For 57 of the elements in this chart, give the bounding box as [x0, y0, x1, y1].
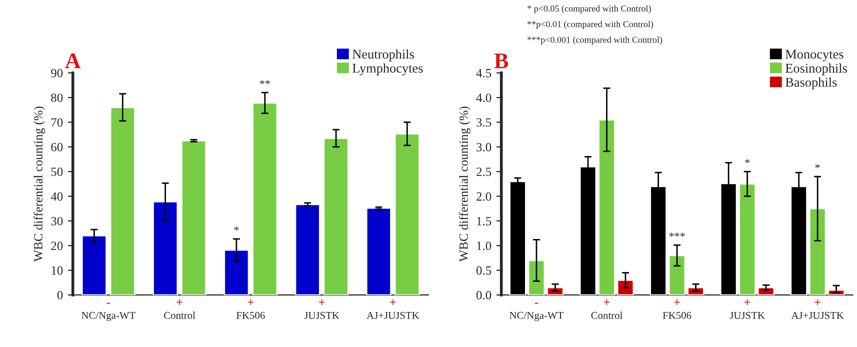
text: ***p<0.001 (compared with Control)	[527, 36, 662, 45]
legend-label: Monocytes	[786, 50, 844, 62]
y-tick-label: 3.5	[476, 118, 492, 127]
bar	[252, 102, 278, 295]
bar	[180, 140, 207, 295]
annotation: *	[745, 159, 750, 164]
x-tick-label: - NC/Nga-WT	[510, 302, 564, 322]
y-axis-title: WBC differential counting (%)	[458, 106, 470, 262]
bar	[366, 207, 392, 295]
bar	[224, 249, 250, 295]
bar	[152, 200, 178, 295]
y-tick-label: 4.0	[476, 94, 492, 102]
y-tick-label: 3.0	[476, 142, 492, 152]
bar	[394, 133, 420, 295]
y-tick-label: 4.5	[476, 68, 492, 78]
x-tick-label: + JUJSTK	[304, 299, 340, 319]
y-tick-label: 50	[51, 168, 63, 176]
y-tick-label: 90	[51, 68, 63, 78]
x-tick-label: + FK506	[662, 299, 692, 319]
x-tick-label: + AJ+JUJSTK	[366, 299, 420, 319]
y-tick-label: 1.5	[477, 217, 492, 226]
y-tick-label: 0.5	[476, 266, 492, 275]
legend-label: Neutrophils	[352, 49, 414, 62]
legend-label: Basophils	[786, 77, 837, 90]
legend-label: Eosinophils	[786, 63, 847, 76]
chart-title: A	[65, 53, 81, 68]
bar	[323, 138, 349, 295]
annotation: ***	[669, 232, 685, 237]
y-tick-label: 0	[57, 290, 63, 300]
y-tick-label: 2.5	[476, 168, 492, 176]
x-tick-label: - NC/Nga-WT	[82, 302, 136, 322]
x-tick-label: + Control	[164, 299, 196, 319]
y-tick-label: 0.0	[476, 290, 492, 300]
x-tick-label: + JUJSTK	[730, 299, 765, 319]
y-tick-label: 60	[51, 142, 63, 152]
x-tick-label: + FK506	[236, 299, 265, 319]
y-tick-label: 80	[51, 94, 63, 102]
y-tick-label: 20	[51, 242, 63, 250]
chart-title: B	[494, 54, 508, 68]
text: * p<0.05 (compared with Control)	[527, 5, 651, 14]
y-tick-label: 40	[50, 192, 63, 201]
bar	[294, 204, 320, 295]
bar	[81, 235, 107, 295]
x-tick-label: + AJ+JUJSTK	[791, 299, 844, 319]
x-tick-label: + Control	[591, 299, 622, 319]
y-tick-label: 1.0	[477, 242, 492, 250]
text: **p<0.01 (compared with Control)	[527, 20, 654, 30]
legend-label: Lymphocytes	[352, 63, 423, 76]
annotation: **	[260, 80, 270, 84]
y-tick-label: 10	[52, 266, 63, 275]
y-tick-label: 2.0	[476, 192, 492, 201]
annotation: *	[815, 164, 820, 168]
y-tick-label: 30	[51, 216, 63, 226]
annotation: *	[234, 226, 239, 231]
y-axis-title: WBC differential counting (%)	[34, 106, 46, 262]
bar	[110, 106, 136, 295]
y-tick-label: 70	[51, 118, 63, 127]
